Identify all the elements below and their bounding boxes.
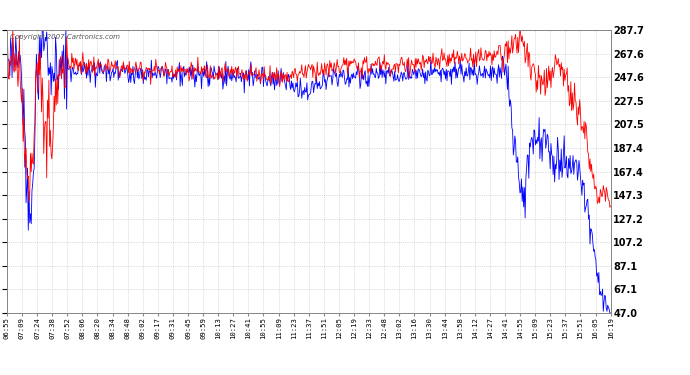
Text: Copyright 2007 Cartronics.com: Copyright 2007 Cartronics.com: [10, 34, 120, 40]
Text: West Array Voltage (red)/East Array Voltage (blue) (DC Volts) Thu Nov 29 16:23: West Array Voltage (red)/East Array Volt…: [81, 8, 609, 21]
